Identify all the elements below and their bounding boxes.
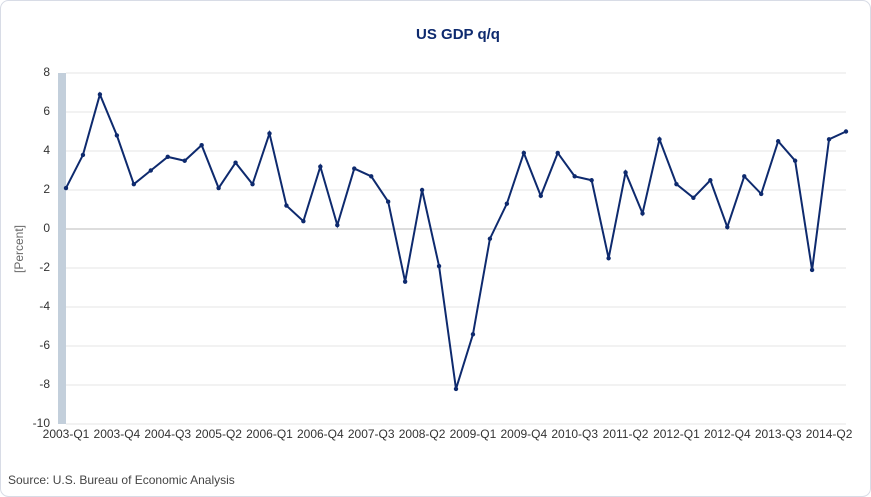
axis-band: [58, 73, 66, 424]
point: [470, 332, 476, 337]
y-tick-label: -2: [39, 260, 50, 274]
x-tick-label: 2006-Q1: [246, 427, 293, 441]
point: [555, 150, 560, 156]
point: [759, 191, 764, 197]
point: [250, 181, 255, 187]
point: [606, 256, 611, 261]
x-tick-label: 2008-Q2: [399, 427, 446, 441]
point: [216, 185, 221, 191]
x-tick-label: 2010-Q3: [551, 427, 598, 441]
point: [504, 201, 510, 206]
point: [165, 154, 170, 160]
point: [267, 131, 272, 136]
point: [97, 92, 103, 97]
point: [674, 181, 679, 187]
x-tick-label: 2013-Q3: [755, 427, 802, 441]
point: [623, 170, 628, 175]
point: [419, 187, 425, 193]
point: [199, 142, 204, 148]
x-tick-label: 2011-Q2: [603, 427, 649, 441]
point: [402, 279, 408, 284]
point: [131, 181, 137, 187]
point: [843, 129, 849, 134]
point: [826, 137, 832, 142]
point: [335, 222, 340, 228]
chart-title: US GDP q/q: [416, 26, 500, 43]
point: [521, 150, 527, 156]
x-tick-label: 2005-Q2: [195, 427, 242, 441]
y-axis-label: [Percent]: [12, 225, 26, 273]
point: [148, 168, 153, 173]
x-tick-label: 2007-Q3: [348, 427, 395, 441]
point: [114, 133, 120, 138]
y-tick-label: 4: [43, 143, 50, 157]
point: [487, 236, 493, 241]
x-tick-label: 2014-Q2: [806, 427, 853, 441]
point: [182, 158, 187, 163]
x-tick-label: 2004-Q3: [144, 427, 191, 441]
point: [385, 199, 391, 204]
y-tick-label: -6: [39, 338, 50, 352]
x-tick-label: 2006-Q4: [297, 427, 344, 441]
point: [792, 158, 798, 163]
y-tick-label: 8: [43, 65, 50, 79]
y-tick-label: -8: [39, 377, 50, 391]
y-tick-label: 0: [43, 221, 50, 235]
point: [80, 152, 86, 158]
point: [369, 174, 374, 179]
point: [453, 386, 459, 392]
point: [708, 178, 713, 183]
point: [775, 139, 781, 144]
x-tick-label: 2009-Q1: [450, 427, 497, 441]
y-tick-label: -10: [33, 416, 51, 430]
x-tick-label: 2003-Q1: [43, 427, 90, 441]
point: [640, 211, 645, 216]
y-tick-label: -4: [39, 299, 50, 313]
x-tick-label: 2012-Q4: [704, 427, 751, 441]
point: [352, 166, 357, 171]
point: [691, 195, 696, 200]
point: [233, 160, 238, 165]
point: [318, 164, 323, 169]
point: [436, 263, 442, 269]
source: Source: U.S. Bureau of Economic Analysis: [8, 473, 235, 487]
point: [301, 219, 306, 224]
point: [589, 178, 594, 183]
y-tick-label: 6: [43, 104, 50, 118]
point: [572, 174, 577, 179]
point: [63, 185, 69, 191]
x-tick-label: 2009-Q4: [500, 427, 547, 441]
point: [809, 267, 815, 273]
x-tick-label: 2003-Q4: [94, 427, 141, 441]
point: [538, 193, 543, 199]
x-tick-label: 2012-Q1: [653, 427, 700, 441]
y-tick-label: 2: [43, 182, 50, 196]
point: [725, 224, 730, 230]
point: [284, 203, 289, 208]
point: [742, 174, 747, 179]
point: [657, 137, 662, 142]
